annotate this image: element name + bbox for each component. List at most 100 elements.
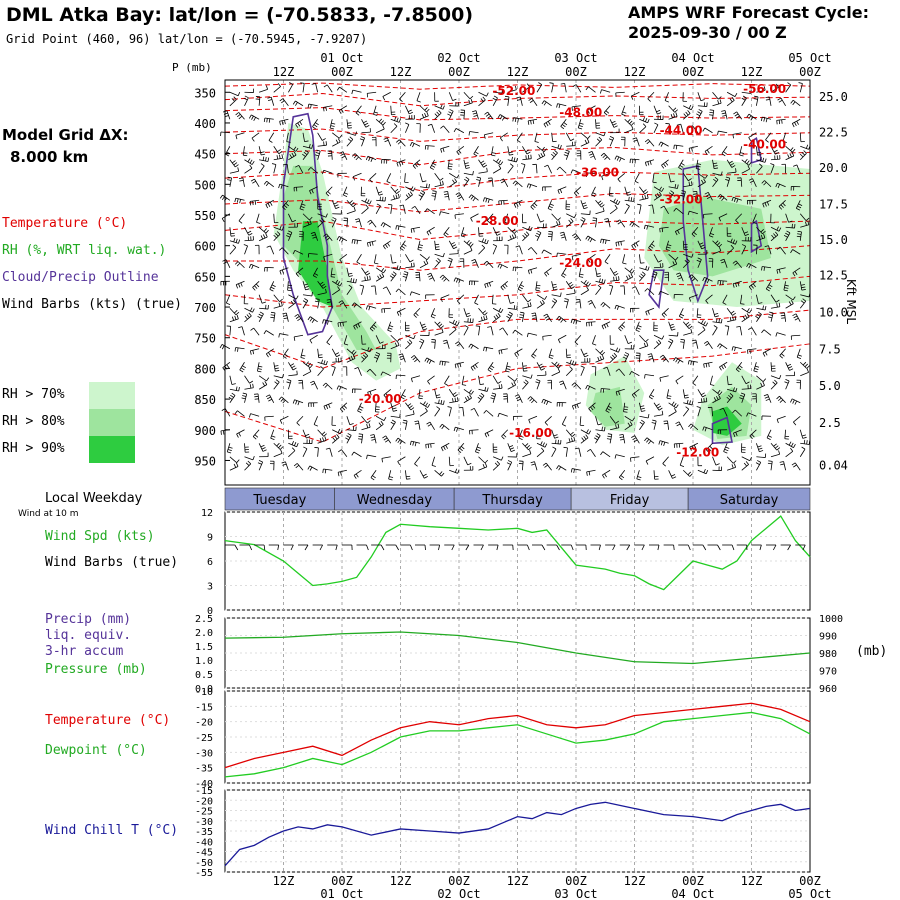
wind-barb-staff [463, 102, 473, 107]
wind-barb-flag [396, 190, 400, 194]
wind-barb-flag [673, 357, 676, 362]
wind-barb [434, 240, 440, 251]
wind-barb-flag [481, 162, 486, 166]
wind-barb [600, 451, 611, 458]
wind-barb-flag [409, 440, 412, 446]
wind-barb [609, 198, 621, 205]
wind-barb-flag [619, 326, 624, 330]
wind-barb-staff [712, 308, 716, 318]
surface-wind-barb-flag [335, 544, 338, 551]
wind-barb-flag [336, 86, 340, 91]
wind-barb-flag [262, 449, 267, 452]
wind-barb-flag [498, 307, 502, 312]
wind-barb [695, 159, 702, 170]
wind-barb-flag [730, 238, 733, 243]
wind-barb-flag [775, 299, 780, 303]
wind-barb [478, 375, 485, 386]
wind-barb-flag [442, 147, 445, 153]
wind-barb [419, 259, 429, 269]
wind-barb-flag [348, 272, 353, 275]
wind-barb [559, 380, 567, 390]
wind-barb-flag [369, 328, 374, 332]
wind-barb-staff [513, 117, 523, 120]
wind-barb-staff [486, 410, 494, 417]
wind-barb-staff [595, 218, 598, 228]
wind-barb-flag [407, 192, 411, 197]
wind-barb-staff [565, 281, 572, 289]
wind-barb-flag [511, 382, 514, 387]
wind-barb [536, 151, 546, 161]
wind-barb-flag [474, 151, 479, 155]
wind-barb-flag [472, 261, 477, 264]
wind-barb-flag [513, 203, 517, 208]
wind-barb-staff [682, 261, 690, 269]
wind-barb-staff [522, 234, 530, 242]
wind-barb-staff [705, 294, 713, 301]
wind-barb-flag [783, 234, 788, 238]
wind-barb-flag [270, 314, 275, 316]
wind-barb-staff [764, 180, 772, 188]
wind-barb-flag [774, 445, 779, 449]
wind-barb-flag [571, 360, 575, 365]
wind-barb [478, 308, 488, 316]
wind-barb-staff [587, 253, 596, 260]
wind-barb-flag [758, 447, 763, 450]
wind-barb [639, 186, 649, 195]
wind-barb-flag [323, 84, 328, 88]
wind-barb-flag [731, 464, 734, 469]
wind-barb [618, 470, 626, 481]
wind-barb-flag [735, 219, 739, 224]
wind-barb-flag [719, 391, 723, 396]
wind-barb-flag [607, 405, 612, 409]
wind-barb-flag [661, 314, 666, 318]
wind-barb-flag [518, 437, 523, 440]
wind-barb-staff [490, 326, 494, 336]
wind-barb-flag [486, 432, 490, 437]
wind-barb-flag [598, 136, 603, 141]
wind-barb-flag [366, 368, 371, 373]
wind-barb-staff [683, 332, 693, 336]
wind-barb-staff [516, 132, 523, 141]
wind-barb-flag [265, 85, 269, 90]
wind-barb-staff [412, 159, 421, 166]
wind-barb-flag [792, 101, 796, 106]
wind-barb [375, 118, 386, 126]
surface-wind-barb-flag [290, 544, 294, 551]
wind-barb-flag [290, 363, 295, 367]
wind-barb-staff [346, 119, 349, 129]
wind-barb [244, 164, 253, 174]
wind-barb-staff [353, 321, 362, 327]
wind-barb [396, 307, 406, 316]
wind-barb-flag [527, 120, 530, 125]
wind-barb-flag [654, 122, 659, 126]
wind-barb-flag [364, 198, 368, 203]
wind-barb-flag [557, 189, 560, 195]
wind-barb-staff [741, 227, 746, 236]
wind-barb-staff [565, 221, 574, 228]
wind-barb-staff [414, 206, 421, 214]
wind-barb-flag [499, 264, 503, 269]
wind-barb [761, 180, 772, 188]
wind-barb-staff [609, 119, 615, 128]
pressure-label: Pressure (mb) [45, 662, 147, 677]
wind-barb-staff [478, 456, 486, 464]
wind-barb-staff [390, 204, 393, 214]
wind-barb-flag [341, 238, 344, 243]
wind-barb-flag [768, 284, 773, 288]
wind-barb [526, 183, 538, 189]
wind-barb [585, 172, 596, 177]
wind-barb-staff [507, 462, 513, 471]
wind-barb-flag [257, 315, 262, 319]
wind-barb-flag [398, 161, 401, 166]
wind-barb-flag [327, 191, 331, 195]
wind-barb-staff [595, 287, 602, 296]
wind-barb-flag [807, 220, 810, 225]
wind-barb-flag [235, 462, 239, 467]
bottom-hour-label: 12Z [273, 874, 295, 888]
wind-barb-staff [639, 267, 649, 271]
wind-barb-staff [293, 186, 304, 188]
wind-barb [266, 245, 275, 255]
wind-barb-flag [367, 347, 370, 352]
temperature-panel-ytick-label: -25 [195, 733, 213, 744]
wind-barb-flag [696, 406, 701, 409]
